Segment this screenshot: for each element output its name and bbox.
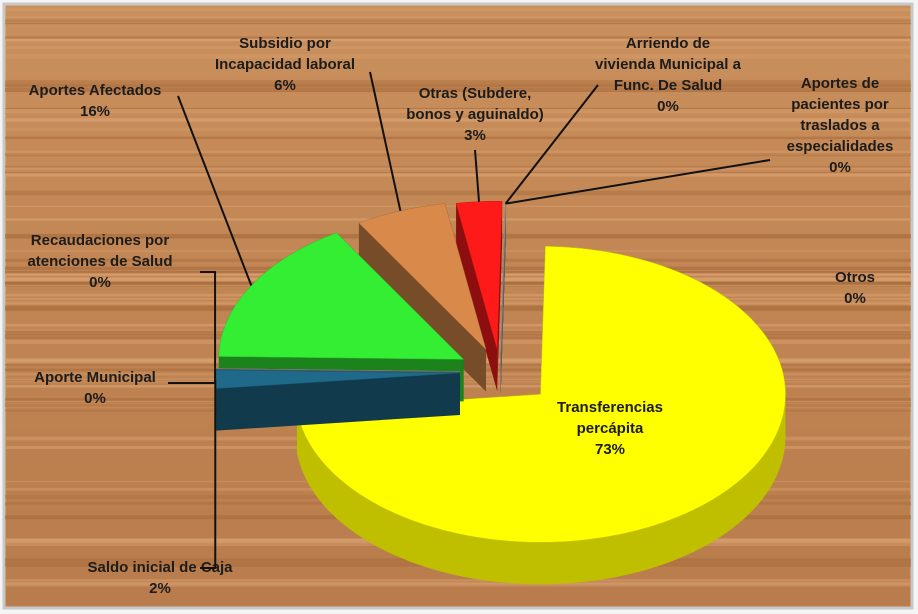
- value-label: 0%: [844, 290, 866, 307]
- label-line: bonos y aguinaldo): [406, 106, 544, 123]
- category-label: Aportes de pacientes por traslados a especi…: [787, 75, 894, 155]
- label-line: Saldo inicial de Caja: [87, 559, 233, 576]
- leader-line: [474, 149, 480, 202]
- slice: [455, 201, 503, 392]
- value-label: 3%: [464, 127, 486, 144]
- leader-line: [168, 368, 217, 384]
- slice: [358, 203, 487, 392]
- grain-line: [5, 107, 911, 109]
- grain-line: [5, 22, 911, 25]
- leader-line: [505, 159, 771, 205]
- slice: [296, 246, 786, 585]
- grain-line: [5, 54, 911, 59]
- grain-line: [5, 16, 911, 19]
- grain-line: [5, 173, 911, 177]
- grain-line: [5, 165, 911, 168]
- grain-line: [5, 80, 911, 83]
- label-line: Aportes de: [801, 75, 879, 92]
- label-line: pacientes por: [791, 96, 889, 113]
- grain-line: [5, 579, 911, 582]
- value-label: 6%: [274, 77, 296, 94]
- grain-line: [5, 117, 911, 122]
- grain-line: [5, 190, 911, 196]
- label-line: Incapacidad laboral: [215, 56, 355, 73]
- category-label: Otras (Subdere, bonos y aguinaldo): [406, 85, 544, 123]
- leader-line: [200, 379, 217, 569]
- value-label: 0%: [657, 98, 679, 115]
- value-label: 73%: [595, 441, 625, 458]
- grain-line: [5, 108, 911, 111]
- grain-line: [5, 136, 911, 140]
- label-line: atenciones de Salud: [27, 253, 172, 270]
- label-line: Transferencias: [557, 399, 663, 416]
- category-label: Aportes Afectados: [29, 82, 162, 99]
- value-label: 0%: [89, 274, 111, 291]
- value-label: 2%: [149, 580, 171, 597]
- slice-wall: [358, 223, 486, 392]
- pie: [214, 201, 786, 585]
- label-line: Aporte Municipal: [34, 369, 156, 386]
- value-label: 0%: [84, 390, 106, 407]
- slice-wall: [500, 203, 506, 394]
- category-label: Aporte Municipal: [34, 369, 156, 386]
- value-label: 0%: [829, 159, 851, 176]
- grain-line: [5, 583, 911, 587]
- category-label: Recaudaciones por atenciones de Salud: [27, 232, 172, 270]
- labels: Transferencias percápita 73% Saldo inicial …: [27, 35, 893, 597]
- grain-line: [5, 169, 911, 174]
- value-label: 16%: [80, 103, 110, 120]
- category-label: Saldo inicial de Caja: [87, 559, 233, 576]
- label-line: Func. De Salud: [614, 77, 722, 94]
- slice: [214, 369, 461, 431]
- grain-line: [5, 38, 911, 41]
- grain-line: [5, 127, 911, 131]
- label-line: Subsidio por: [239, 35, 331, 52]
- leader-line: [177, 95, 253, 286]
- slice-top: [296, 246, 786, 543]
- label-line: percápita: [577, 420, 644, 437]
- label-line: Arriendo de: [626, 35, 710, 52]
- leader-line: [369, 71, 402, 212]
- leader-line: [504, 84, 599, 205]
- grain-line: [5, 581, 911, 585]
- category-label: Transferencias percápita: [557, 399, 663, 437]
- category-label: Subsidio por Incapacidad laboral: [215, 35, 355, 73]
- label-line: Otras (Subdere,: [419, 85, 532, 102]
- label-line: Recaudaciones por: [31, 232, 170, 249]
- slice-top: [358, 203, 487, 351]
- grain-line: [5, 167, 911, 173]
- grain-line: [5, 88, 911, 93]
- grain-line: [5, 19, 911, 22]
- grain-line: [5, 153, 911, 157]
- grain-line: [5, 113, 911, 115]
- label-line: vivienda Municipal a: [595, 56, 742, 73]
- grain-line: [5, 82, 911, 87]
- label-line: Aportes Afectados: [29, 82, 162, 99]
- grain-line: [5, 8, 911, 12]
- leader-line: [200, 271, 217, 369]
- grain-line: [5, 36, 911, 40]
- label-line: Otros: [835, 269, 875, 286]
- grain-line: [5, 84, 911, 89]
- slice-wall: [497, 201, 503, 392]
- grain-line: [5, 109, 911, 115]
- category-label: Otros: [835, 269, 875, 286]
- category-label: Arriendo de vivienda Municipal a Func. De …: [595, 35, 742, 94]
- label-line: especialidades: [787, 138, 894, 155]
- slice-side: [296, 394, 786, 585]
- label-line: traslados a: [800, 117, 880, 134]
- grain-line: [5, 150, 911, 156]
- grain-line: [5, 46, 911, 49]
- slice-wall: [456, 203, 498, 392]
